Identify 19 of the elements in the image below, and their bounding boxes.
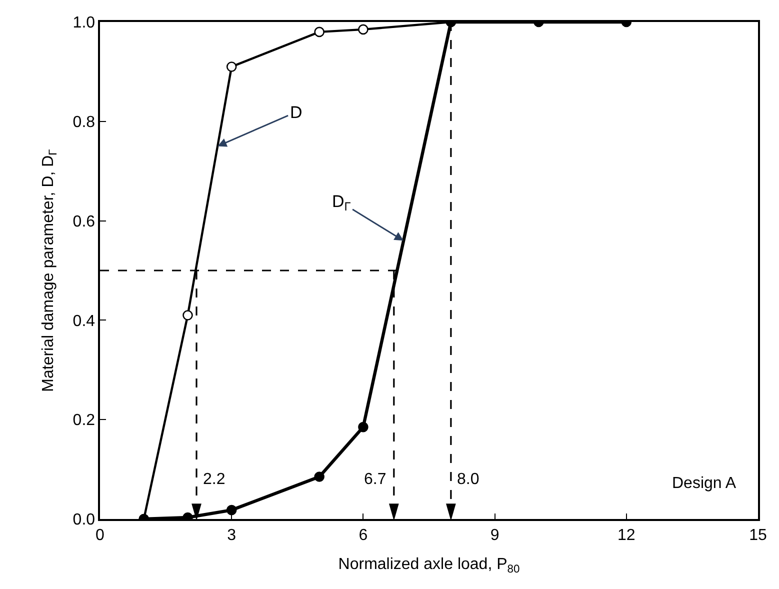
y-tick-label: 0.6 <box>72 213 96 230</box>
x-tick-label: 6 <box>358 526 368 544</box>
y-tick-label: 0.0 <box>72 512 96 529</box>
annotation: Design A <box>672 475 736 492</box>
ref-line-label: 2.2 <box>203 471 226 488</box>
y-tick-label: 0.4 <box>72 312 96 330</box>
x-tick-label: 9 <box>490 526 500 544</box>
x-tick-label: 12 <box>618 526 636 544</box>
ref-line-label: 8.0 <box>457 471 480 488</box>
y-tick-label: 0.8 <box>72 114 96 131</box>
ref-line-label: 6.7 <box>364 471 386 488</box>
y-tick-label: 0.2 <box>72 412 96 430</box>
x-tick-label: 15 <box>749 526 767 544</box>
annotation: D <box>290 103 302 122</box>
x-tick-label: 3 <box>227 526 236 544</box>
annotation: D$_{Γ}$ <box>332 192 352 214</box>
y-tick-label: 1.0 <box>72 14 96 32</box>
x-tick-label: 0 <box>96 526 105 544</box>
x-axis-title: Normalized axle load, P$_{80}$ <box>338 556 520 576</box>
